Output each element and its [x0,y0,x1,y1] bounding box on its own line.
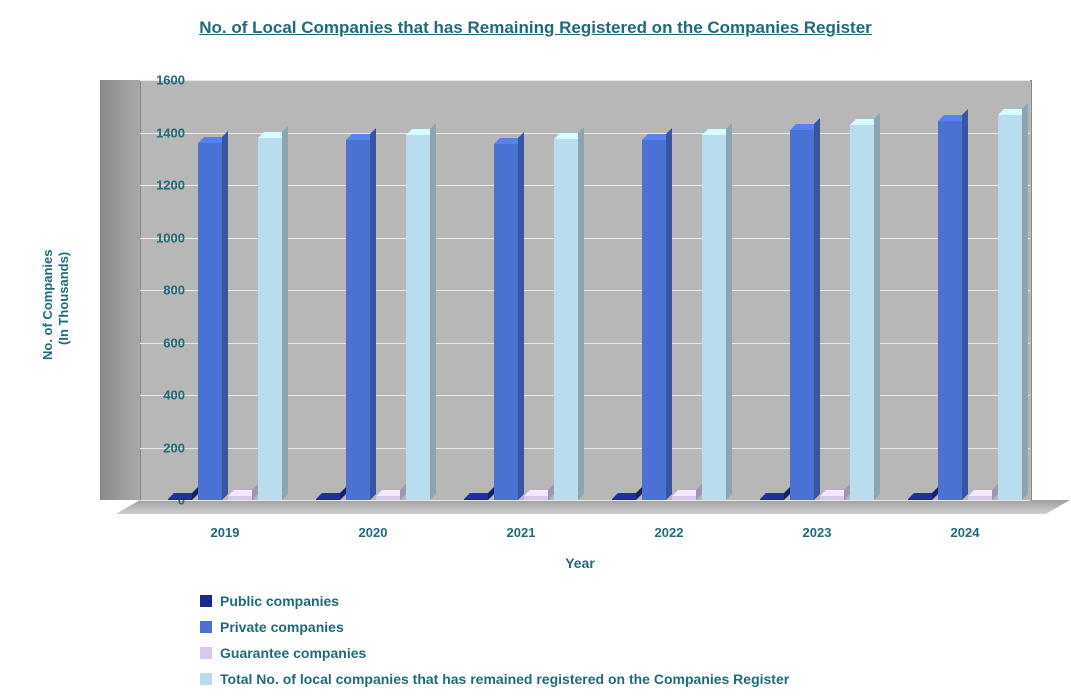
legend-swatch [200,673,212,685]
y-tick-label: 600 [105,335,185,350]
x-tick-label: 2023 [803,525,832,540]
x-tick-label: 2022 [655,525,684,540]
legend-swatch [200,595,212,607]
y-axis-label-line2: (In Thousands) [56,252,71,345]
legend-label: Private companies [220,614,344,640]
chart-page: No. of Local Companies that has Remainin… [0,0,1071,696]
bar [376,496,400,500]
legend: Public companiesPrivate companiesGuarant… [200,588,789,692]
bar [968,496,992,500]
bar [168,499,192,500]
chart-area: 02004006008001000120014001600 2019202020… [100,80,1060,520]
bar [316,499,340,500]
legend-item: Private companies [200,614,789,640]
bar [702,135,726,500]
bar [406,135,430,500]
y-tick-label: 200 [105,440,185,455]
x-tick-label: 2020 [359,525,388,540]
legend-item: Total No. of local companies that has re… [200,666,789,692]
legend-item: Public companies [200,588,789,614]
y-tick-label: 400 [105,388,185,403]
bar [908,499,932,500]
bar [850,125,874,500]
bar [464,499,488,500]
bar [790,130,814,500]
bar [612,499,636,500]
x-axis-label: Year [100,555,1060,571]
bar [672,496,696,500]
grid-line [140,80,1030,81]
bar [760,499,784,500]
bar [642,140,666,500]
bar [524,496,548,500]
legend-label: Total No. of local companies that has re… [220,666,789,692]
x-tick-label: 2024 [951,525,980,540]
plot-floor [116,500,1070,514]
legend-item: Guarantee companies [200,640,789,666]
bar [258,138,282,500]
y-tick-label: 800 [105,283,185,298]
bar [228,496,252,500]
y-tick-label: 1200 [105,178,185,193]
y-axis-label-line1: No. of Companies [40,249,55,360]
x-tick-label: 2021 [507,525,536,540]
grid-line [140,500,1030,501]
bar [938,121,962,500]
bar [998,115,1022,500]
chart-title: No. of Local Companies that has Remainin… [0,18,1071,38]
legend-label: Guarantee companies [220,640,366,666]
legend-label: Public companies [220,588,339,614]
y-tick-label: 1000 [105,230,185,245]
y-tick-label: 1400 [105,125,185,140]
y-tick-label: 1600 [105,73,185,88]
bar [820,496,844,500]
bar [346,140,370,500]
legend-swatch [200,647,212,659]
bar [554,139,578,500]
x-tick-label: 2019 [211,525,240,540]
bar [198,143,222,500]
legend-swatch [200,621,212,633]
bar [494,144,518,500]
